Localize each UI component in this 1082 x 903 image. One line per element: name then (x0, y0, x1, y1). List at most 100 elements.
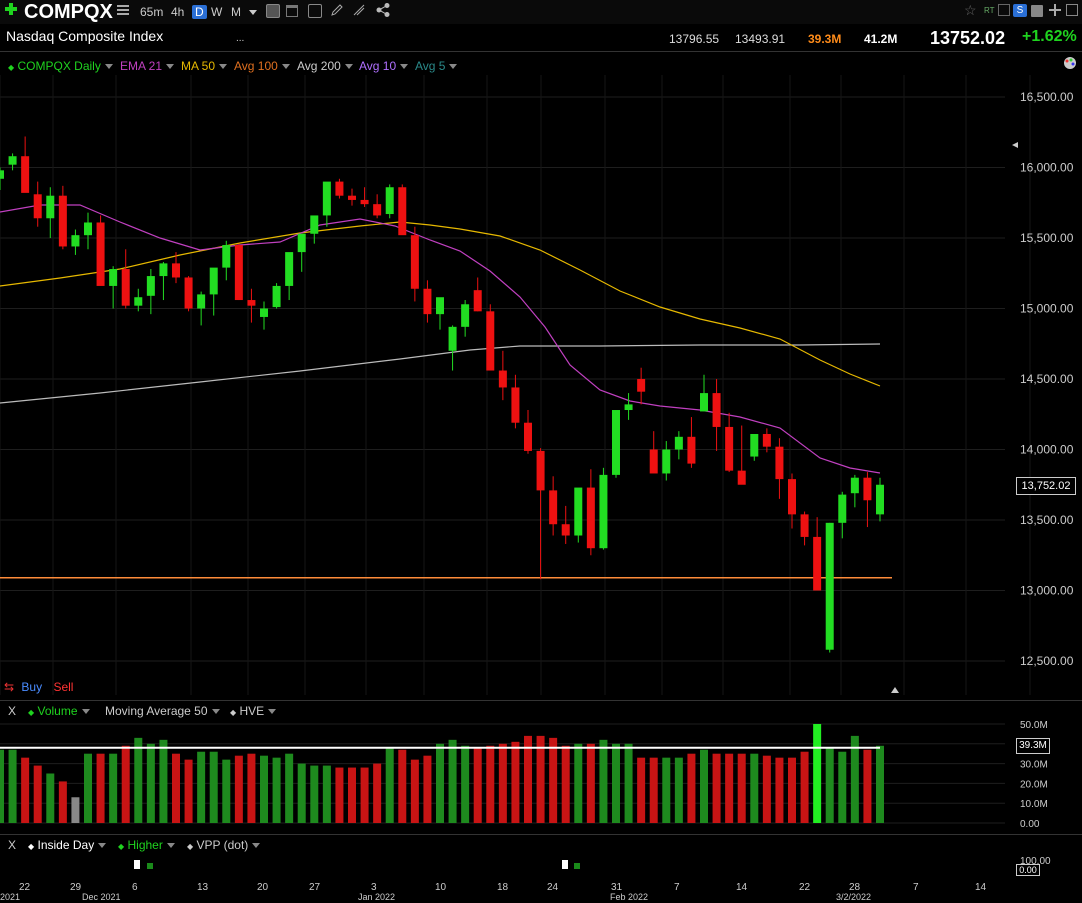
inside-day-label[interactable]: ◆ Inside Day (28, 838, 107, 852)
timeframe-dropdown-icon[interactable] (249, 10, 257, 15)
draw-tool-icon[interactable] (352, 3, 366, 17)
candle[interactable] (385, 187, 394, 215)
timeframe-daily[interactable]: D (192, 5, 207, 19)
collapse-arrow-icon[interactable] (1012, 142, 1018, 148)
candle[interactable] (184, 277, 193, 309)
chevron-down-icon[interactable] (449, 64, 458, 70)
scroll-up-icon[interactable] (891, 687, 899, 693)
candle[interactable] (423, 288, 432, 315)
candle[interactable] (876, 484, 884, 515)
candle[interactable] (700, 393, 708, 412)
candle[interactable] (461, 304, 470, 327)
chevron-down-icon[interactable] (268, 709, 277, 715)
price-chart[interactable]: 16,500.00 16,000.00 15,500.00 15,000.00 14,5… (0, 75, 1082, 695)
candle[interactable] (71, 235, 80, 247)
candle[interactable] (599, 474, 608, 549)
candle[interactable] (234, 245, 243, 301)
hve-label[interactable]: ◆ HVE (230, 704, 277, 718)
candle[interactable] (737, 470, 746, 485)
save-icon[interactable] (1031, 5, 1043, 17)
legend-ema21[interactable]: EMA 21 (120, 59, 175, 73)
candle[interactable] (260, 308, 268, 317)
legend-avg100[interactable]: Avg 100 (234, 59, 290, 73)
candle[interactable] (297, 233, 306, 253)
candle[interactable] (788, 479, 796, 515)
move-icon[interactable] (1048, 3, 1062, 17)
candle[interactable] (775, 446, 784, 480)
candle[interactable] (348, 195, 356, 200)
candle[interactable] (322, 181, 331, 216)
calculator-icon[interactable] (308, 4, 322, 18)
volume-label[interactable]: ◆ Volume (28, 704, 90, 718)
candle[interactable] (687, 436, 696, 464)
candle[interactable] (649, 449, 658, 474)
candle[interactable] (536, 450, 545, 491)
candle[interactable] (197, 294, 206, 309)
candle[interactable] (574, 487, 583, 536)
candle[interactable] (159, 263, 168, 277)
candle[interactable] (800, 514, 809, 537)
candle[interactable] (209, 267, 218, 295)
window-icon[interactable] (286, 5, 298, 17)
legend-symbol[interactable]: ◆ COMPQX Daily (8, 59, 113, 73)
candle[interactable] (58, 195, 67, 247)
chevron-down-icon[interactable] (281, 64, 290, 70)
timeframe-weekly[interactable]: W (211, 5, 223, 19)
legend-ma50[interactable]: MA 50 (181, 59, 228, 73)
candle[interactable] (272, 285, 281, 308)
timeframe-monthly[interactable]: M (231, 5, 241, 19)
list-icon[interactable] (116, 3, 130, 17)
maximize-icon[interactable] (1066, 4, 1078, 16)
volume-ma-label[interactable]: Moving Average 50 (105, 704, 220, 718)
candle[interactable] (637, 379, 646, 392)
timeframe-65m[interactable]: 65m (140, 5, 164, 19)
candle[interactable] (863, 477, 872, 501)
candle[interactable] (524, 422, 532, 451)
screen-share-icon[interactable]: S (1013, 4, 1027, 17)
candle[interactable] (750, 433, 759, 457)
candle[interactable] (624, 404, 633, 411)
chevron-down-icon[interactable] (104, 64, 113, 70)
chevron-down-icon[interactable] (166, 64, 175, 70)
candle[interactable] (612, 410, 620, 475)
buy-button[interactable]: Buy (21, 680, 43, 694)
candle[interactable] (360, 199, 369, 205)
chevron-down-icon[interactable] (252, 843, 261, 849)
legend-avg200[interactable]: Avg 200 (297, 59, 353, 73)
candle[interactable] (0, 170, 4, 179)
candle[interactable] (8, 156, 17, 165)
candle[interactable] (96, 222, 105, 286)
candle[interactable] (247, 300, 256, 306)
candle[interactable] (486, 311, 495, 371)
candle[interactable] (46, 195, 55, 219)
pencil-icon[interactable] (330, 3, 344, 17)
candle[interactable] (586, 487, 595, 549)
candle[interactable] (436, 297, 444, 315)
candle[interactable] (146, 276, 155, 296)
candle[interactable] (310, 215, 319, 234)
candle[interactable] (285, 252, 294, 286)
alert-icon[interactable] (998, 4, 1010, 16)
chevron-down-icon[interactable] (98, 843, 107, 849)
chart-type-icon[interactable] (266, 4, 280, 18)
candle[interactable] (674, 436, 683, 450)
candle[interactable] (511, 387, 520, 423)
candle[interactable] (410, 235, 419, 289)
add-symbol-icon[interactable] (4, 2, 18, 16)
candle[interactable] (561, 524, 570, 536)
candle[interactable] (448, 326, 457, 351)
candle[interactable] (134, 297, 143, 306)
candle[interactable] (549, 490, 558, 525)
palette-icon[interactable] (1063, 56, 1077, 70)
chevron-down-icon[interactable] (344, 64, 353, 70)
candle[interactable] (498, 370, 507, 388)
candle[interactable] (473, 290, 482, 312)
trade-icon[interactable]: ⇆ (4, 680, 15, 694)
candle[interactable] (121, 269, 130, 306)
candle[interactable] (373, 204, 382, 216)
candle[interactable] (21, 156, 30, 193)
star-icon[interactable]: ☆ (964, 2, 977, 18)
candle[interactable] (725, 426, 734, 471)
timeframe-4h[interactable]: 4h (171, 5, 185, 19)
candle[interactable] (172, 263, 180, 278)
